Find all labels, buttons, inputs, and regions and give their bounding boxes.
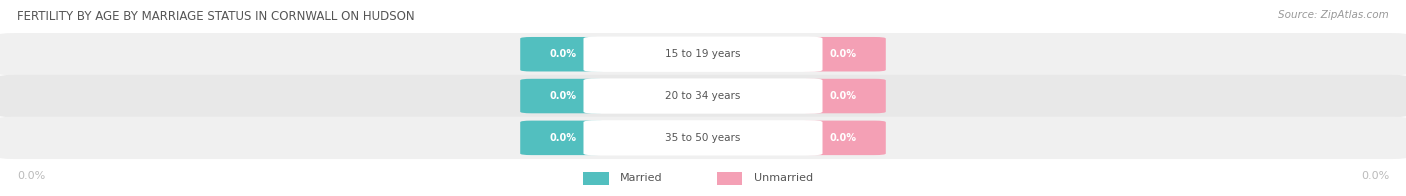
FancyBboxPatch shape <box>583 37 823 72</box>
FancyBboxPatch shape <box>583 120 823 155</box>
FancyBboxPatch shape <box>520 37 606 72</box>
FancyBboxPatch shape <box>0 75 1406 117</box>
FancyBboxPatch shape <box>800 79 886 113</box>
Text: 0.0%: 0.0% <box>550 49 576 59</box>
FancyBboxPatch shape <box>583 172 609 185</box>
Text: 0.0%: 0.0% <box>1361 171 1389 181</box>
FancyBboxPatch shape <box>717 172 742 185</box>
Text: 0.0%: 0.0% <box>17 171 45 181</box>
FancyBboxPatch shape <box>583 78 823 114</box>
FancyBboxPatch shape <box>0 117 1406 159</box>
FancyBboxPatch shape <box>520 121 606 155</box>
Text: 0.0%: 0.0% <box>830 49 856 59</box>
Text: 0.0%: 0.0% <box>830 133 856 143</box>
Text: 15 to 19 years: 15 to 19 years <box>665 49 741 59</box>
Text: FERTILITY BY AGE BY MARRIAGE STATUS IN CORNWALL ON HUDSON: FERTILITY BY AGE BY MARRIAGE STATUS IN C… <box>17 10 415 23</box>
Text: 20 to 34 years: 20 to 34 years <box>665 91 741 101</box>
FancyBboxPatch shape <box>800 37 886 72</box>
FancyBboxPatch shape <box>520 79 606 113</box>
Text: Unmarried: Unmarried <box>754 173 813 183</box>
Text: 0.0%: 0.0% <box>550 133 576 143</box>
Text: Married: Married <box>620 173 662 183</box>
Text: 0.0%: 0.0% <box>830 91 856 101</box>
FancyBboxPatch shape <box>0 33 1406 75</box>
Text: 35 to 50 years: 35 to 50 years <box>665 133 741 143</box>
Text: Source: ZipAtlas.com: Source: ZipAtlas.com <box>1278 10 1389 20</box>
FancyBboxPatch shape <box>800 121 886 155</box>
Text: 0.0%: 0.0% <box>550 91 576 101</box>
